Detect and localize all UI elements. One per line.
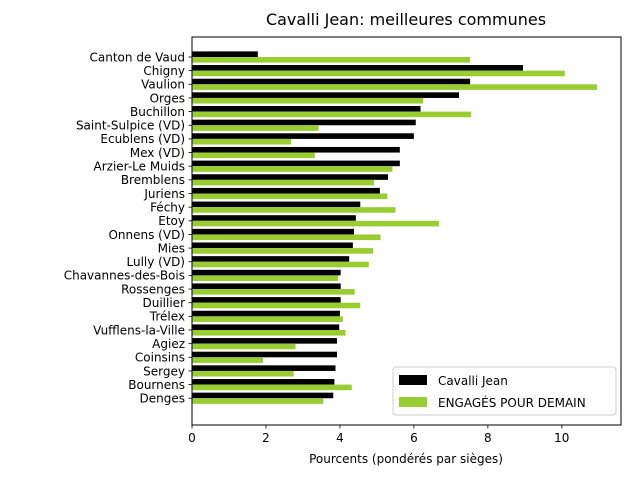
bar-engages-19 xyxy=(192,316,343,322)
category-label-3: Orges xyxy=(150,91,185,105)
bar-engages-12 xyxy=(192,220,440,227)
category-label-8: Arzier-Le Muids xyxy=(94,160,186,174)
bar-engages-7 xyxy=(192,152,315,159)
bar-engages-6 xyxy=(192,138,292,145)
bar-engages-18 xyxy=(192,302,361,309)
category-label-19: Trélex xyxy=(149,310,185,324)
bar-cavalli-18 xyxy=(192,297,341,303)
bar-cavalli-5 xyxy=(192,119,416,126)
x-tick-label-4: 8 xyxy=(484,431,492,445)
bar-engages-24 xyxy=(192,384,352,391)
bar-engages-0 xyxy=(192,57,471,63)
bar-cavalli-11 xyxy=(192,201,361,208)
bar-engages-15 xyxy=(192,261,369,268)
bar-engages-4 xyxy=(192,111,472,118)
bar-engages-17 xyxy=(192,289,355,295)
x-axis-ticks: 0 2 4 6 8 10 xyxy=(188,425,569,445)
category-label-14: Mies xyxy=(158,241,185,255)
category-label-16: Chavannes-des-Bois xyxy=(64,269,185,283)
category-labels: Canton de VaudChignyVaulionOrgesBuchillo… xyxy=(64,50,192,406)
category-label-10: Juriens xyxy=(143,187,185,201)
category-label-21: Agiez xyxy=(152,337,185,351)
bar-engages-11 xyxy=(192,207,396,213)
category-label-25: Denges xyxy=(140,392,185,406)
bar-engages-9 xyxy=(192,179,374,186)
bar-engages-22 xyxy=(192,357,264,363)
bar-cavalli-20 xyxy=(192,324,340,330)
category-label-9: Bremblens xyxy=(121,173,185,187)
legend: Cavalli Jean ENGAGÉS POUR DEMAIN xyxy=(392,366,617,416)
bar-engages-8 xyxy=(192,166,393,172)
bar-engages-21 xyxy=(192,343,296,350)
category-label-12: Etoy xyxy=(158,214,185,228)
x-tick-label-2: 4 xyxy=(336,431,344,445)
bar-cavalli-2 xyxy=(192,78,471,85)
legend-swatch-engages xyxy=(399,397,427,407)
bar-cavalli-22 xyxy=(192,351,337,358)
bar-cavalli-23 xyxy=(192,365,336,371)
bar-engages-25 xyxy=(192,398,324,404)
bar-cavalli-13 xyxy=(192,228,354,235)
legend-label-cavalli: Cavalli Jean xyxy=(438,374,508,388)
bar-cavalli-0 xyxy=(192,51,258,57)
bar-cavalli-15 xyxy=(192,256,350,262)
bar-engages-2 xyxy=(192,84,597,90)
bar-cavalli-1 xyxy=(192,65,523,71)
x-tick-label-0: 0 xyxy=(188,431,196,445)
legend-box xyxy=(392,366,617,416)
category-label-6: Ecublens (VD) xyxy=(100,132,185,146)
bar-engages-13 xyxy=(192,234,381,241)
category-label-7: Mex (VD) xyxy=(130,146,185,160)
bar-engages-1 xyxy=(192,70,565,77)
bar-cavalli-12 xyxy=(192,215,356,221)
x-tick-label-1: 2 xyxy=(262,431,270,445)
legend-label-engages: ENGAGÉS POUR DEMAIN xyxy=(438,395,586,410)
category-label-22: Coinsins xyxy=(135,351,185,365)
category-label-2: Vaulion xyxy=(141,78,185,92)
bar-engages-20 xyxy=(192,330,346,336)
bar-cavalli-17 xyxy=(192,283,341,290)
chart-title: Cavalli Jean: meilleures communes xyxy=(266,10,546,29)
legend-swatch-cavalli xyxy=(399,375,427,385)
category-label-0: Canton de Vaud xyxy=(90,50,185,64)
bar-cavalli-8 xyxy=(192,160,400,167)
bar-cavalli-7 xyxy=(192,146,400,153)
bar-cavalli-6 xyxy=(192,133,414,139)
bar-cavalli-10 xyxy=(192,187,380,194)
bar-cavalli-21 xyxy=(192,338,337,344)
bar-cavalli-25 xyxy=(192,392,334,399)
plot-frame xyxy=(191,36,622,426)
bar-cavalli-4 xyxy=(192,106,421,112)
category-label-1: Chigny xyxy=(143,64,185,78)
category-label-11: Féchy xyxy=(150,200,185,214)
category-label-5: Saint-Sulpice (VD) xyxy=(76,119,185,133)
bars-group xyxy=(192,51,597,404)
bar-engages-16 xyxy=(192,275,339,281)
x-tick-label-5: 10 xyxy=(554,431,569,445)
category-label-13: Onnens (VD) xyxy=(108,228,185,242)
bar-cavalli-14 xyxy=(192,242,353,249)
bar-engages-14 xyxy=(192,248,374,254)
bar-cavalli-24 xyxy=(192,379,335,385)
bar-engages-10 xyxy=(192,193,388,200)
category-label-17: Rossenges xyxy=(121,282,185,296)
category-label-18: Duillier xyxy=(143,296,186,310)
bar-cavalli-9 xyxy=(192,174,389,180)
bar-engages-3 xyxy=(192,97,424,104)
bar-engages-5 xyxy=(192,125,319,131)
bar-cavalli-3 xyxy=(192,92,460,98)
x-axis-title: Pourcents (pondérés par sièges) xyxy=(309,452,503,466)
bar-engages-23 xyxy=(192,370,294,377)
bar-cavalli-16 xyxy=(192,269,341,276)
category-label-20: Vufflens-la-Ville xyxy=(93,323,185,337)
category-label-24: Bournens xyxy=(128,378,185,392)
category-label-15: Lully (VD) xyxy=(127,255,185,269)
bar-cavalli-19 xyxy=(192,310,340,317)
category-label-4: Buchillon xyxy=(130,105,185,119)
x-tick-label-3: 6 xyxy=(410,431,418,445)
category-label-23: Sergey xyxy=(143,364,185,378)
